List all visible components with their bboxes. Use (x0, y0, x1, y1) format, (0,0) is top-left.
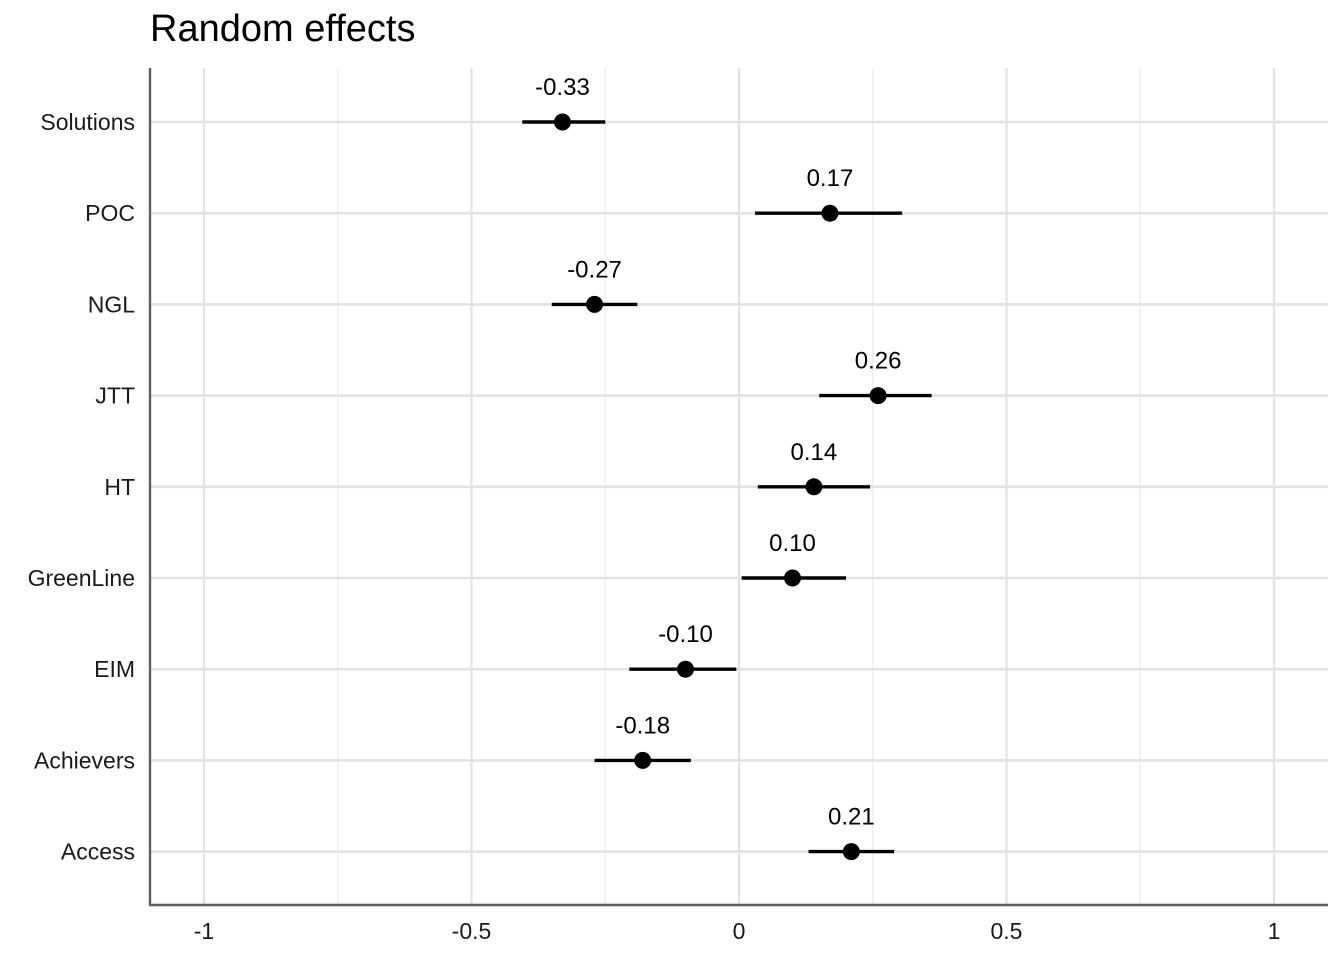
estimate-point (677, 660, 694, 678)
y-tick-label: EIM (94, 656, 135, 682)
estimate-point (586, 295, 604, 313)
chart-title: Random effects (150, 8, 416, 50)
y-tick-label: Solutions (40, 109, 135, 135)
x-tick-label: 0.5 (991, 918, 1023, 944)
y-tick-label: NGL (88, 291, 136, 317)
y-tick-label: POC (85, 200, 135, 226)
estimate-point (821, 204, 839, 222)
y-tick-label: JTT (95, 383, 135, 409)
x-tick-label: 1 (1268, 918, 1281, 944)
x-tick-label: -0.5 (452, 918, 492, 944)
data-label: 0.10 (769, 530, 816, 557)
data-label: -0.33 (535, 74, 590, 101)
data-label: -0.10 (658, 621, 713, 648)
data-label: -0.18 (615, 712, 670, 739)
estimate-point (869, 387, 887, 405)
estimate-point (634, 751, 652, 769)
data-label: 0.14 (791, 439, 838, 466)
y-tick-label: HT (104, 474, 135, 500)
y-tick-label: Access (61, 839, 135, 865)
estimate-point (553, 113, 571, 131)
axis-layer: -1 -0.5 0 0.5 1 Solutions POC NGL JTT HT GreenLine… (28, 68, 1328, 944)
estimate-point (842, 843, 860, 861)
estimate-point (805, 478, 823, 496)
data-label: -0.27 (567, 256, 622, 283)
marks-layer: -0.33 0.17 -0.27 0.26 0.14 0.10 -0.10 -0.18 0.21 (522, 74, 932, 861)
y-tick-label: Achievers (34, 747, 135, 773)
x-tick-label: -1 (194, 918, 214, 944)
data-label: 0.21 (828, 804, 875, 831)
y-tick-label: GreenLine (28, 565, 135, 591)
estimate-point (784, 569, 801, 587)
data-label: 0.26 (855, 348, 902, 375)
data-label: 0.17 (807, 165, 854, 192)
grid-layer (150, 68, 1328, 905)
x-tick-label: 0 (733, 918, 746, 944)
